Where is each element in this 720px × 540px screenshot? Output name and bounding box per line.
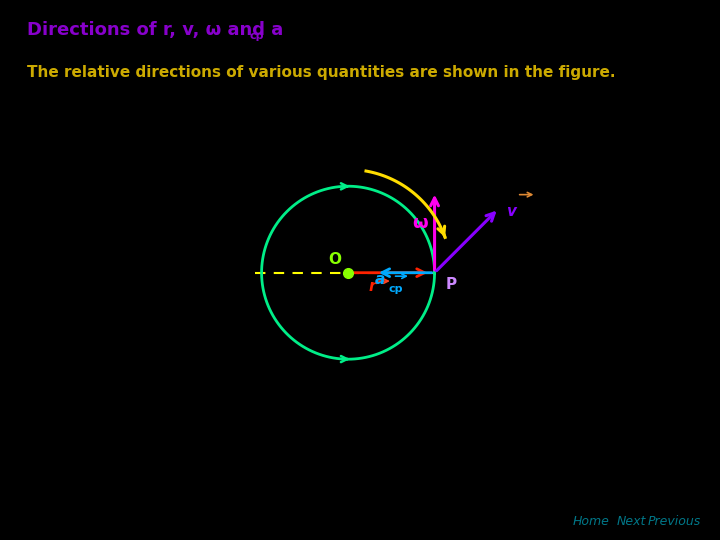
Text: ω: ω: [413, 214, 428, 232]
Text: cp: cp: [249, 31, 264, 41]
Text: v: v: [505, 204, 516, 219]
Text: Home: Home: [572, 515, 609, 528]
Text: cp: cp: [389, 284, 403, 294]
Text: Previous: Previous: [648, 515, 701, 528]
Text: a: a: [374, 272, 384, 287]
Text: O: O: [328, 252, 341, 267]
Text: Next: Next: [616, 515, 646, 528]
Text: The relative directions of various quantities are shown in the figure.: The relative directions of various quant…: [27, 65, 616, 80]
Text: r: r: [369, 279, 377, 294]
Text: Directions of r, v, ω and a: Directions of r, v, ω and a: [27, 21, 284, 39]
Text: P: P: [446, 278, 457, 293]
